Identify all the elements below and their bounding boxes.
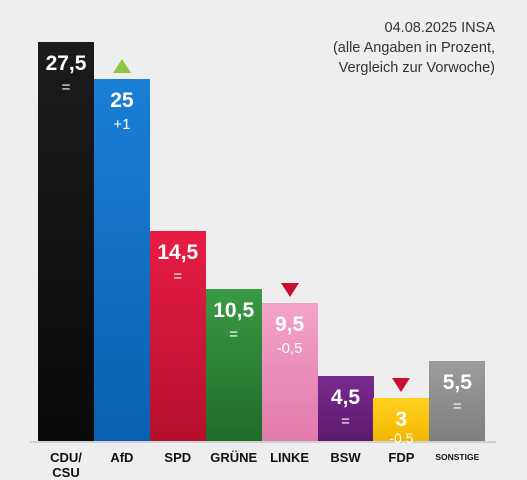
x-tick-label: AfD: [110, 450, 134, 465]
header-line-date-source: 04.08.2025 INSA: [384, 20, 495, 36]
bar-value-label: 27,5: [45, 52, 87, 76]
bar-change-label: -0,5: [389, 429, 414, 446]
bar-change-label: =: [452, 398, 462, 416]
bar-change-label: -0,5: [276, 340, 303, 358]
x-tick-label: FDP: [388, 450, 415, 465]
bar-value-label: 25: [110, 88, 134, 112]
header-line-note-1: (alle Angaben in Prozent,: [332, 40, 495, 56]
bar-value-label: 3: [395, 407, 408, 431]
bar-value-label: 10,5: [213, 298, 255, 322]
bar-2: 14,5 =: [149, 230, 206, 441]
bar-change-label: +1: [113, 115, 131, 133]
bar-change-label: =: [61, 79, 71, 97]
chart-header: 04.08.2025 INSA (alle Angaben in Prozent…: [333, 18, 495, 78]
bar-change-label: =: [229, 325, 239, 343]
x-tick-label: SONSTIGE: [435, 452, 480, 462]
chart-baseline: [30, 441, 496, 443]
trend-up-icon: [112, 58, 131, 73]
bar-5: 4,5 =: [317, 375, 374, 441]
bar-value-label: 5,5: [442, 371, 472, 395]
x-tick-label: CDU/ CSU: [50, 450, 82, 480]
bar-6: 3 -0,5: [373, 397, 430, 446]
bar-3: 10,5 =: [205, 288, 262, 441]
bar-value-label: 9,5: [274, 313, 305, 337]
bar-1: 25 +1: [93, 78, 150, 441]
x-tick-label: BSW: [330, 450, 361, 465]
bar-4: 9,5 -0,5: [261, 303, 318, 441]
x-tick-label: GRÜNE: [210, 450, 258, 465]
bar-change-label: =: [341, 412, 350, 430]
bar-change-label: =: [173, 267, 183, 285]
x-tick-label: SPD: [164, 450, 192, 465]
bar-value-label: 4,5: [330, 385, 361, 409]
trend-down-icon: [392, 377, 411, 392]
x-tick-label: LINKE: [270, 450, 310, 465]
bar-0: 27,5 =: [38, 42, 94, 441]
bar-value-label: 14,5: [157, 240, 199, 264]
trend-down-icon: [280, 283, 299, 298]
bar-7: 5,5 =: [429, 361, 486, 441]
header-line-note-2: Vergleich zur Vorwoche): [338, 60, 495, 76]
